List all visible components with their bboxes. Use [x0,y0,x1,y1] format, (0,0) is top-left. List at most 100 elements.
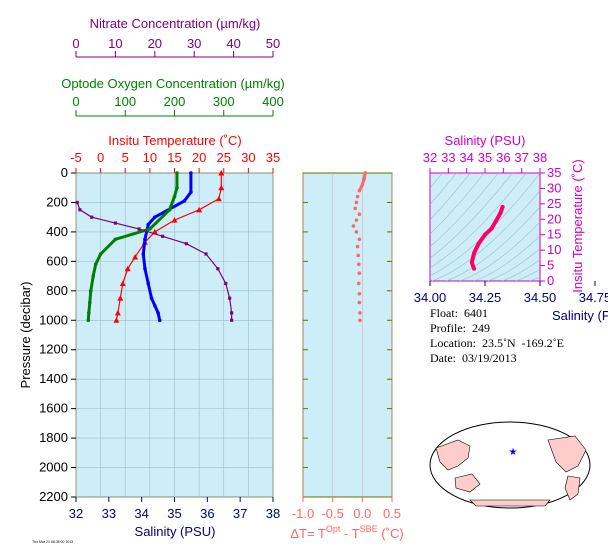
optode-oxygen-concentration-point [88,289,93,293]
delta-point [355,244,360,249]
pressure-tick-label: 600 [46,253,68,268]
density-contour [430,173,513,259]
delta-point [353,206,358,211]
insitu-temperature-point [196,206,203,213]
nitrate-concentration-point [204,252,208,256]
delta-point [362,177,366,181]
ts-top-tick-label: 32 [423,150,437,165]
salinity-tick-label: 34 [134,506,148,521]
delta-point [357,300,362,305]
optode-oxygen-concentration-point [175,185,179,190]
nitrate-tick-label: 10 [108,36,122,51]
density-contour [430,173,471,221]
optode-oxygen-concentration-point [175,171,179,175]
map-south-america-land [564,475,581,501]
density-contour [430,173,527,269]
salinity-point [156,311,160,315]
nitrate-concentration-point [90,215,94,219]
salinity-point [157,318,162,323]
optode-oxygen-concentration-point [86,318,91,323]
temperature-tick-label: 25 [217,150,231,165]
ts-bottom-axis-title: Salinity (P [552,308,608,323]
ts-right-tick-label: 0 [547,273,554,288]
delta-point [351,224,356,228]
ts-top-tick-label: 35 [478,150,492,165]
nitrate-concentration-point [75,200,79,205]
insitu-temperature-point [171,217,178,223]
nitrate-tick-label: 20 [148,36,162,51]
delta-point [356,281,361,286]
delta-point [355,194,360,199]
oxygen-axis-title: Optode Oxygen Concentration (µm/kg) [61,76,285,91]
ts-right-tick-label: 5 [547,258,554,273]
pressure-tick-label: 1000 [39,312,68,327]
optode-oxygen-concentration-point [93,262,98,267]
ts-bottom-tick-label: 34.00 [414,290,447,305]
insitu-temperature-point [119,280,126,286]
ts-point [472,266,476,271]
salinity-tick-label: 37 [233,506,247,521]
salinity-point [141,252,146,256]
salinity-tick-label: 38 [266,506,280,521]
ts-bottom-tick-label: 34.75 [579,290,608,305]
temperature-tick-label: 10 [143,150,157,165]
pressure-tick-label: 2000 [39,460,68,475]
delta-point [354,200,359,205]
series-layer [75,170,505,323]
insitu-temperature-point [218,184,225,191]
pressure-tick-label: 2200 [39,489,68,504]
ts-point [483,232,487,237]
pressure-tick-label: 1800 [39,430,68,445]
nitrate-concentration-point [224,281,228,286]
optode-oxygen-concentration-point [87,311,91,315]
density-contour [473,235,540,281]
salinity-point [143,266,147,271]
nitrate-tick-label: 40 [226,36,240,51]
nitrate-tick-label: 0 [72,36,79,51]
salinity-tick-label: 32 [69,506,83,521]
temperature-tick-label: 5 [122,150,129,165]
density-contour [459,221,540,281]
optode-oxygen-concentration-point [167,208,172,212]
ts-right-axis-title: Insitu Temperature (˚C) [570,159,585,292]
salinity-tick-label: 35 [167,506,181,521]
nitrate-concentration-point [230,311,234,315]
ts-point [494,218,498,223]
salinity-axis-title: Salinity (PSU) [135,524,216,539]
oxygen-tick-label: 300 [213,94,235,109]
salinity-point [153,215,157,219]
density-contour [430,173,457,205]
map-antarctica-land [469,499,551,507]
delta-point [357,237,362,242]
ts-right-tick-label: 10 [547,242,561,257]
temperature-tick-label: 0 [97,150,104,165]
ts-point [498,211,503,216]
optode-oxygen-concentration-point [172,194,177,199]
location-label: Location: 23.5˚N -169.2˚E [430,336,564,350]
nitrate-tick-label: 50 [266,36,280,51]
float-location-marker: ★ [509,447,518,458]
optode-oxygen-concentration-point [113,237,118,242]
ts-point [476,241,481,246]
map-north-america-land [547,435,587,473]
ts-right-tick-label: 25 [547,196,561,211]
delta-tick-label: 0.5 [383,506,401,521]
ts-top-tick-label: 34 [459,150,473,165]
float-label: Float: 6401 [430,306,489,320]
ts-right-tick-label: 35 [547,165,561,180]
salinity-point [182,199,187,203]
salinity-point [149,296,154,300]
density-contour [431,190,540,281]
nitrate-concentration-point [216,267,220,271]
density-contour [430,173,485,235]
optode-oxygen-concentration-point [87,300,92,305]
ts-bottom-tick-label: 34.50 [524,290,557,305]
date-label: Date: 03/19/2013 [430,351,517,365]
salinity-point [143,237,147,242]
ts-right-tick-label: 30 [547,180,561,195]
insitu-temperature-point [113,317,120,323]
oxygen-tick-label: 400 [262,94,284,109]
ts-top-tick-label: 37 [514,150,528,165]
pressure-tick-label: 200 [46,194,68,209]
oxygen-tick-label: 100 [114,94,136,109]
